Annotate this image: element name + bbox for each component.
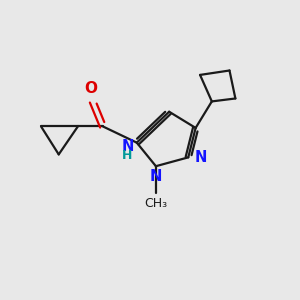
Text: N: N xyxy=(195,150,207,165)
Text: H: H xyxy=(122,148,133,161)
Text: CH₃: CH₃ xyxy=(144,197,167,210)
Text: N: N xyxy=(150,169,162,184)
Text: N: N xyxy=(121,139,134,154)
Text: O: O xyxy=(85,81,98,96)
